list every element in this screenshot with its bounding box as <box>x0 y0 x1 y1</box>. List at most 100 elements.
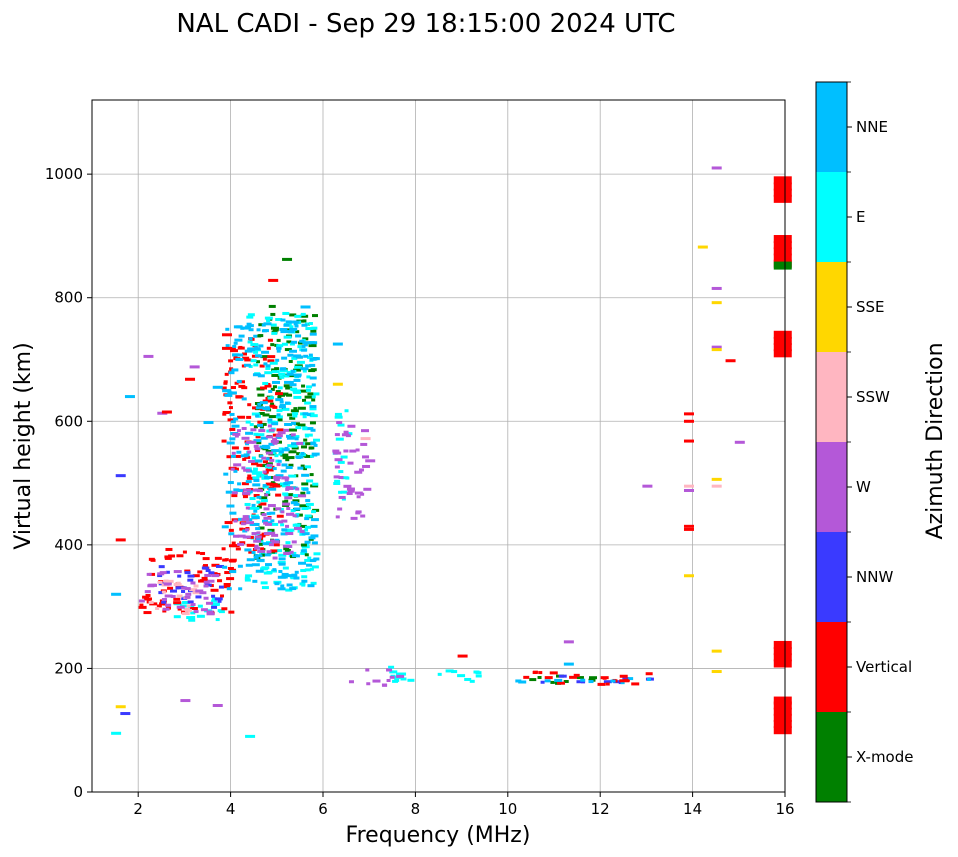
data-cell-vertical <box>165 547 173 551</box>
data-cell-e <box>304 528 309 532</box>
data-cell-e <box>388 665 395 669</box>
data-cell-e <box>278 447 284 451</box>
data-cell-vertical <box>221 607 228 611</box>
data-cell-e <box>286 370 292 374</box>
data-cell-nne <box>257 402 262 406</box>
data-cell-w <box>254 544 259 548</box>
data-cell-nne <box>245 431 254 435</box>
data-point-vertical <box>725 359 736 363</box>
data-cell-vertical <box>231 541 236 545</box>
data-cell-e <box>244 578 251 582</box>
data-cell-nnw <box>165 570 170 574</box>
data-cell-vertical <box>264 384 272 388</box>
data-cell-x-mode <box>282 456 291 460</box>
data-cell-vertical <box>227 401 233 405</box>
data-cell-x-mode <box>258 526 265 530</box>
data-cell-w <box>272 556 278 560</box>
data-cell-vertical <box>224 372 229 376</box>
data-cell-nne <box>221 525 229 529</box>
data-cell-vertical <box>523 675 530 679</box>
data-cell-w <box>204 573 212 577</box>
data-stack-vertical <box>773 176 792 185</box>
data-cell-nne <box>298 561 307 565</box>
data-cell-x-mode <box>310 368 317 372</box>
data-cell-nne <box>229 570 237 574</box>
y-tick-label: 200 <box>54 659 83 677</box>
data-cell-vertical <box>267 359 275 363</box>
data-cell-nnw <box>208 571 215 575</box>
data-cell-w <box>278 520 284 524</box>
data-cell-nne <box>238 334 245 338</box>
data-cell-e <box>296 360 305 364</box>
data-point-x-mode <box>282 257 293 261</box>
data-cell-nne <box>294 437 299 441</box>
data-cell-x-mode <box>272 328 279 332</box>
data-cell-x-mode <box>275 390 281 394</box>
colorbar-tick-label: NNW <box>856 568 893 586</box>
data-cell-nnw <box>187 574 195 578</box>
data-stack-vertical <box>773 343 792 352</box>
data-cell-nne <box>309 341 315 345</box>
data-cell-x-mode <box>285 458 290 462</box>
data-cell-vertical <box>241 482 249 486</box>
data-cell-e <box>211 597 217 601</box>
data-cell-x-mode <box>280 392 289 396</box>
data-cell-nne <box>251 563 260 567</box>
data-cell-nne <box>229 391 237 395</box>
data-cell-e <box>310 454 315 458</box>
data-cell-e <box>464 677 472 681</box>
data-cell-e <box>252 476 260 480</box>
data-cell-nne <box>275 358 280 362</box>
data-cell-e <box>309 567 314 571</box>
data-cell-nne <box>286 583 293 587</box>
data-cell-x-mode <box>293 407 298 411</box>
data-cell-vertical <box>254 448 260 452</box>
data-cell-nne <box>628 677 634 681</box>
data-cell-vertical <box>223 582 231 586</box>
data-cell-nnw <box>215 564 224 568</box>
data-cell-nne <box>304 517 310 521</box>
data-cell-vertical <box>241 386 248 390</box>
data-cell-e <box>278 452 283 456</box>
data-cell-nne <box>266 512 271 516</box>
data-cell-vertical <box>544 676 553 680</box>
data-cell-w <box>341 433 349 437</box>
data-cell-nne <box>275 474 284 478</box>
data-cell-vertical <box>276 514 284 518</box>
data-cell-w <box>248 459 256 463</box>
data-point-ssw <box>360 437 371 441</box>
data-cell-vertical <box>235 547 241 551</box>
data-cell-nnw <box>622 677 630 681</box>
data-cell-nne <box>293 576 300 580</box>
data-cell-e <box>250 514 259 518</box>
data-cell-nne <box>245 563 253 567</box>
data-cell-vertical <box>203 564 209 568</box>
data-cell-e <box>250 359 257 363</box>
data-cell-e <box>287 444 294 448</box>
data-cell-nne <box>225 490 233 494</box>
data-cell-x-mode <box>256 505 262 509</box>
colorbar-segment-sse <box>816 262 847 352</box>
data-cell-x-mode <box>302 398 307 402</box>
data-cell-w <box>334 458 343 462</box>
data-cell-w <box>299 530 305 534</box>
data-cell-nne <box>280 584 285 588</box>
data-cell-x-mode <box>288 463 294 467</box>
data-stack-vertical <box>773 647 792 656</box>
data-cell-vertical <box>244 358 252 362</box>
data-stack-vertical <box>773 241 792 250</box>
data-cell-e <box>261 586 269 590</box>
data-cell-e <box>266 570 273 574</box>
data-cell-nnw <box>170 589 178 593</box>
data-cell-w <box>348 680 354 684</box>
data-cell-x-mode <box>258 323 264 327</box>
data-cell-nne <box>232 344 237 348</box>
data-cell-nne <box>244 349 253 353</box>
data-cell-e <box>245 574 253 578</box>
data-cell-w <box>334 433 340 437</box>
data-stack-vertical <box>773 336 792 345</box>
data-cell-w <box>266 463 273 467</box>
data-cell-nne <box>268 487 277 491</box>
data-cell-e <box>247 313 255 317</box>
data-cell-w <box>263 507 270 511</box>
